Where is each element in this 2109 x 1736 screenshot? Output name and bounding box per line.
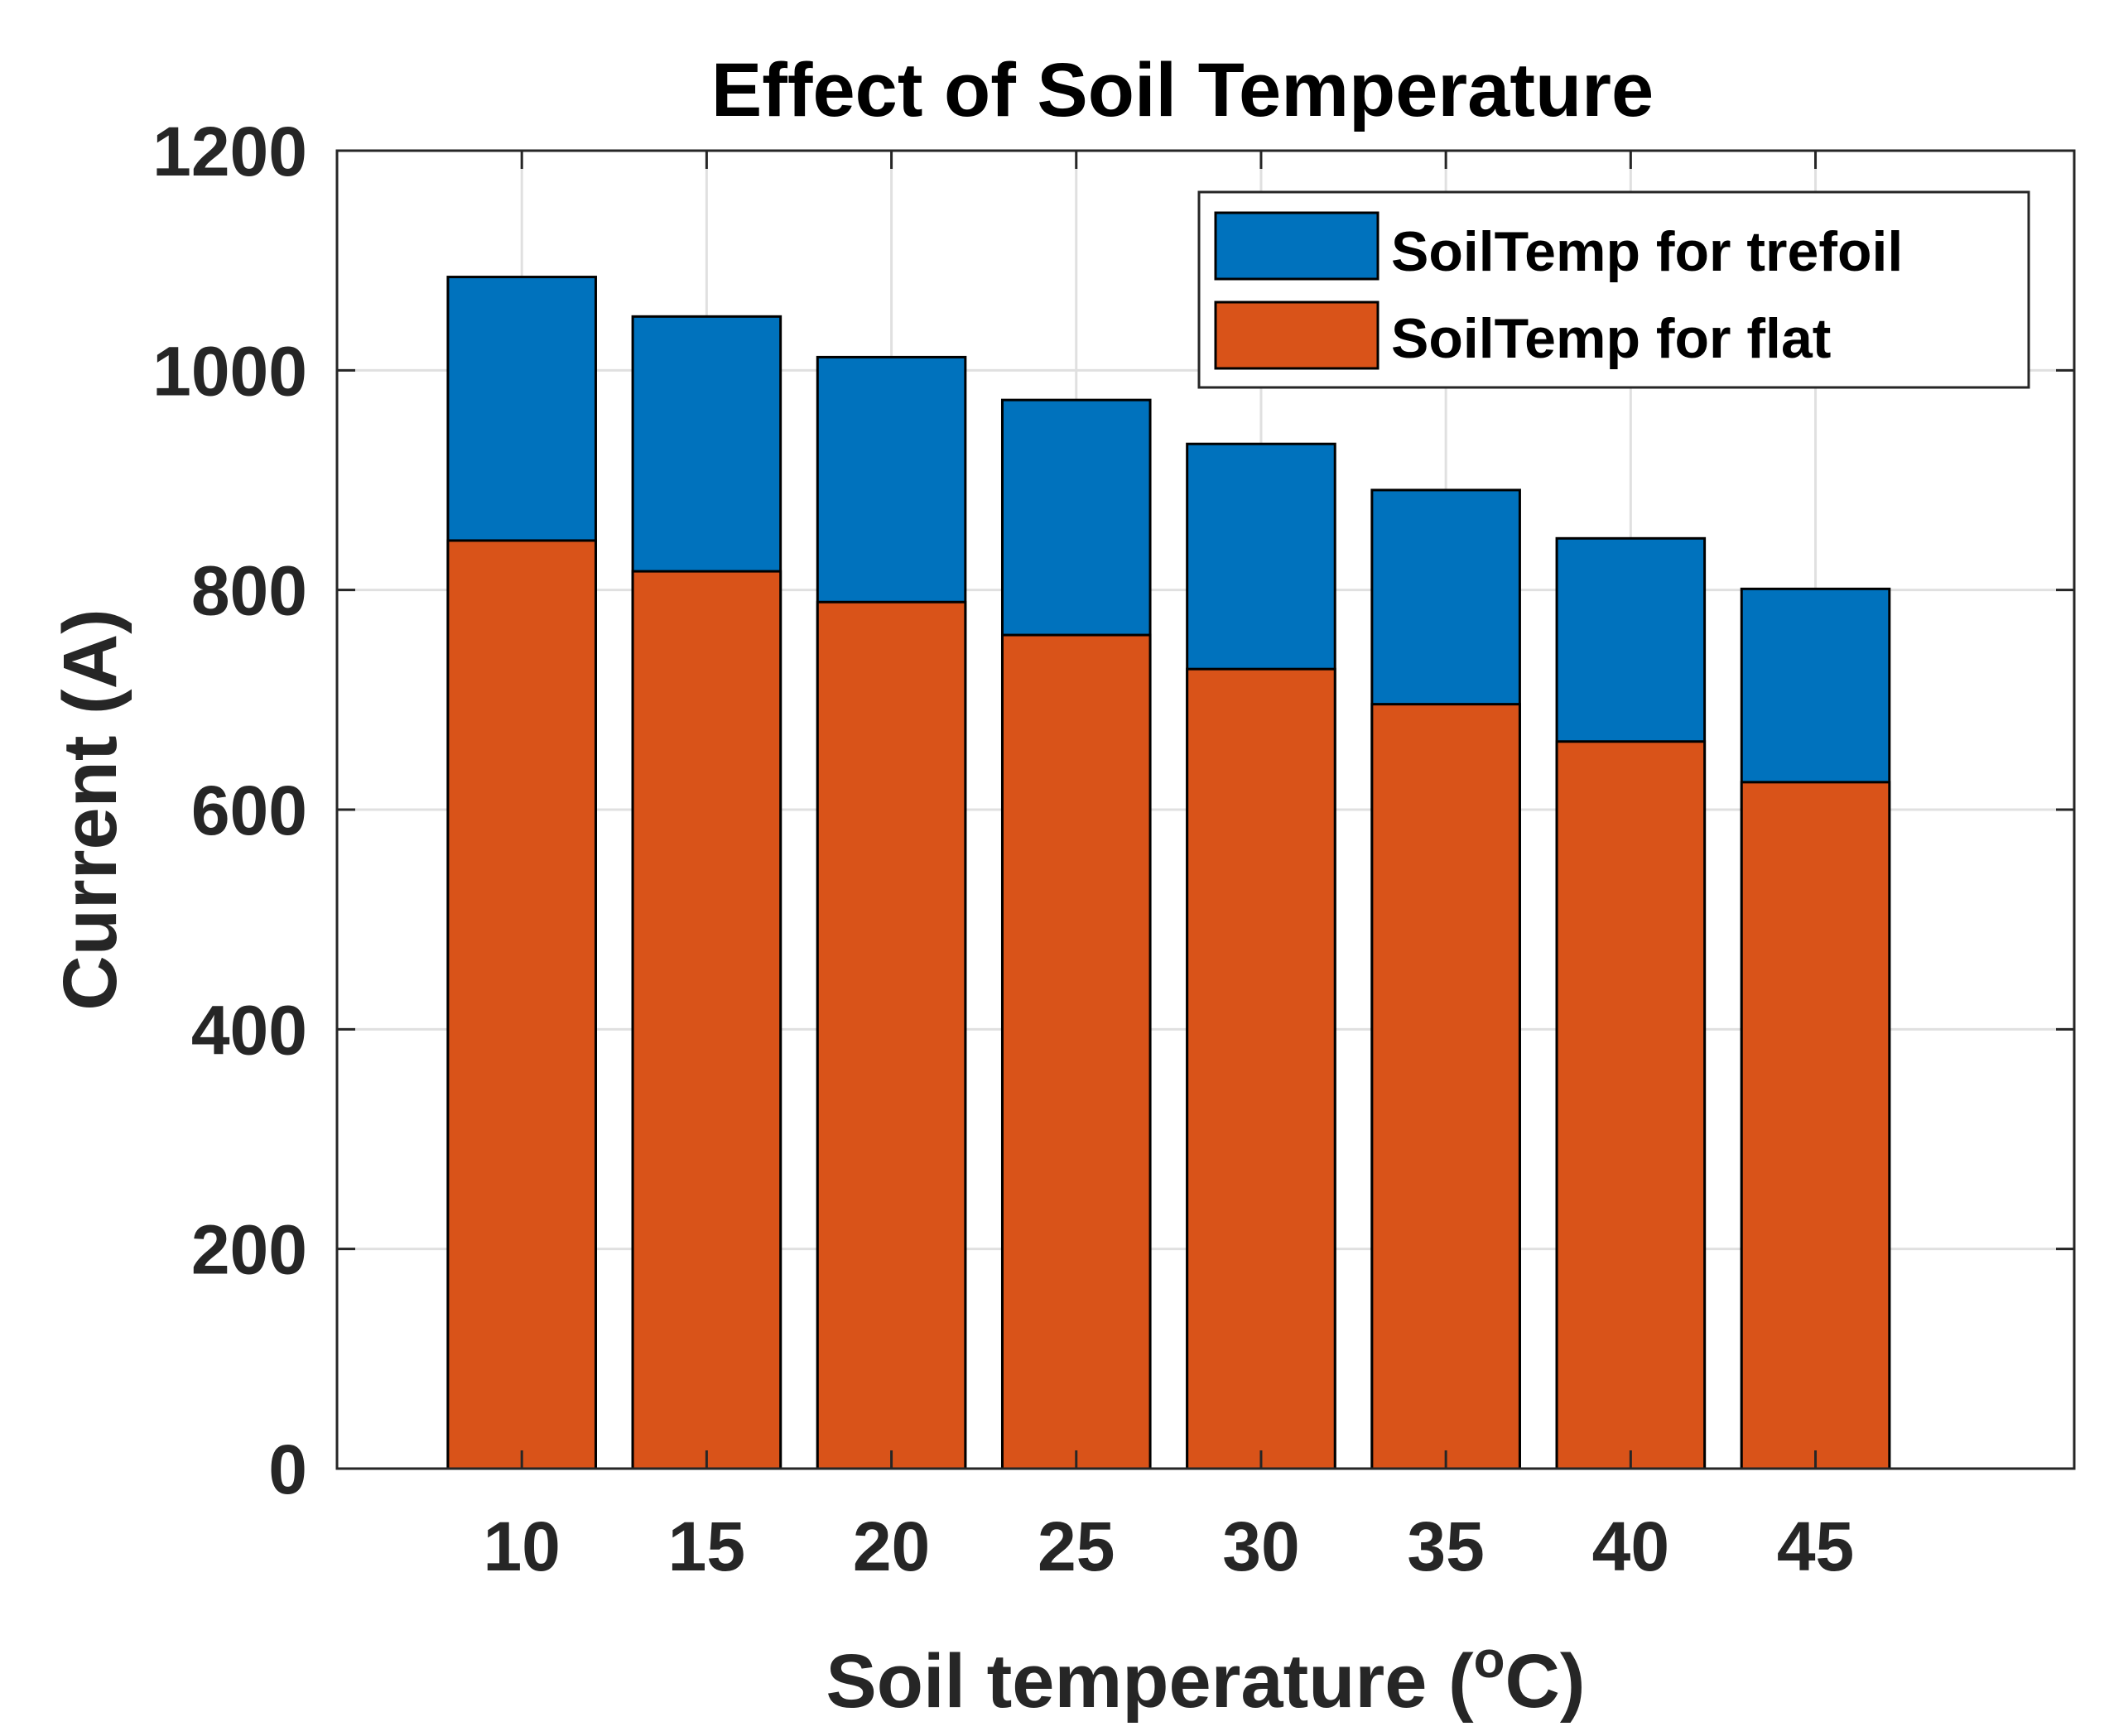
bar-flat-20 [816,600,967,1470]
y-tick-label: 800 [191,552,307,630]
y-tick-label: 400 [191,991,307,1069]
x-tick-label: 10 [483,1508,560,1585]
y-tick-label: 600 [191,772,307,849]
x-axis-label: Soil temperature (oC) [826,1632,1585,1724]
bar-flat-30 [1186,667,1336,1470]
legend-label-flat: SoilTemp for flat [1391,307,1831,370]
x-tick-label: 25 [1038,1508,1115,1585]
x-tick-labels: 10 15 20 25 30 35 40 45 [483,1508,1854,1585]
y-tick-label: 1200 [152,113,307,190]
bar-flat-35 [1370,703,1521,1470]
x-tick-label: 35 [1407,1508,1484,1585]
ticks [337,149,2074,1470]
chart-title: Effect of Soil Temperature [711,48,1654,132]
legend-label-trefoil: SoilTemp for trefoil [1391,220,1903,283]
x-tick-label: 40 [1592,1508,1669,1585]
y-tick-labels: 0 200 400 600 800 1000 1200 [152,113,307,1508]
y-tick-label: 200 [191,1211,307,1289]
x-axis-label-tail: C) [1505,1639,1585,1724]
y-tick-label: 0 [268,1431,307,1508]
legend-swatch-flat [1214,301,1380,370]
bar-flat-15 [631,570,782,1470]
x-axis-label-sup: o [1474,1632,1505,1689]
x-tick-label: 20 [853,1508,930,1585]
bar-flat-10 [446,539,597,1470]
x-tick-label: 45 [1777,1508,1854,1585]
legend-swatch-trefoil [1214,211,1380,281]
bars [446,276,1891,1470]
y-tick-label: 1000 [152,332,307,410]
x-axis-label-main: Soil temperature ( [826,1639,1474,1724]
y-axis-label: Current (A) [48,608,132,1011]
legend: SoilTemp for trefoil SoilTemp for flat [1197,190,2030,389]
x-tick-label: 30 [1222,1508,1299,1585]
bar-flat-40 [1555,740,1707,1470]
bar-flat-45 [1740,781,1891,1470]
x-tick-label: 15 [668,1508,745,1585]
bar-flat-25 [1000,633,1152,1470]
